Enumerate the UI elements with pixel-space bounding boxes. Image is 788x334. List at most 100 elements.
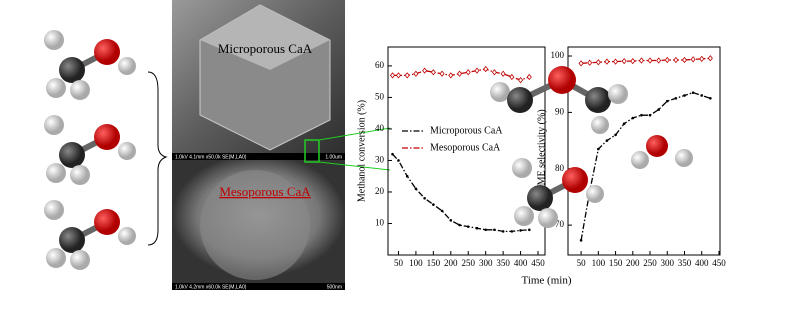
marker <box>621 57 627 65</box>
y-axis-label: DME selectivity (%) <box>536 109 547 192</box>
marker <box>579 239 583 242</box>
y-tick-label: 10 <box>375 218 385 228</box>
sem-scale: 1.00um <box>325 154 342 160</box>
marker <box>404 72 410 79</box>
marker <box>458 223 461 227</box>
marker <box>457 70 463 77</box>
y-axis-label: Methanol conversion (%) <box>356 100 367 202</box>
marker <box>709 96 712 100</box>
marker <box>430 69 436 76</box>
x-tick-label: 350 <box>678 258 692 268</box>
marker <box>707 55 713 62</box>
x-tick-label: 250 <box>643 258 657 268</box>
marker <box>528 228 531 232</box>
marker <box>483 65 489 73</box>
marker <box>500 70 506 77</box>
plot-frame <box>387 46 546 256</box>
marker <box>648 113 652 117</box>
sem-scale: 500nm <box>327 284 342 290</box>
marker <box>475 226 479 230</box>
marker <box>640 113 643 117</box>
marker <box>605 139 609 142</box>
marker <box>526 73 532 81</box>
marker <box>439 70 445 77</box>
marker <box>509 73 515 81</box>
marker <box>484 228 487 232</box>
marker <box>449 219 453 222</box>
y-tick-label: 20 <box>375 186 385 196</box>
marker <box>664 56 670 64</box>
x-tick-label: 50 <box>394 258 404 268</box>
x-tick-label: 450 <box>712 258 726 268</box>
marker <box>474 67 480 74</box>
x-tick-label: 150 <box>609 258 623 268</box>
x-tick-label: 100 <box>592 258 606 268</box>
x-tick-label: 400 <box>695 258 709 268</box>
marker <box>493 228 496 232</box>
y-tick-label: 50 <box>375 91 385 101</box>
marker <box>656 57 662 64</box>
marker <box>405 174 409 178</box>
marker <box>674 96 678 100</box>
marker <box>681 56 688 64</box>
marker <box>397 159 400 162</box>
marker <box>683 94 686 97</box>
x-tick-label: 50 <box>577 258 587 268</box>
marker <box>395 72 401 79</box>
x-tick-label: 150 <box>427 258 441 268</box>
marker <box>413 70 419 77</box>
sem-images: Microporous CaA Mesoporous CaA 1.0kV 4.1… <box>172 0 391 290</box>
y-tick-label: 70 <box>555 219 565 229</box>
marker <box>613 58 619 65</box>
marker <box>519 229 522 232</box>
sem-label: Microporous CaA <box>218 41 313 56</box>
marker <box>700 94 704 97</box>
sem-info: 1.0kV 4.2mm x60.0k SE(M,LA0) <box>175 284 247 290</box>
marker <box>491 69 497 76</box>
marker <box>390 72 396 79</box>
marker <box>604 58 610 65</box>
y-tick-label: 60 <box>375 60 385 70</box>
sem-info: 1.0kV 4.1mm x50.0k SE(M,LA0) <box>175 154 247 160</box>
overlay-molecules <box>490 66 693 228</box>
marker <box>647 57 653 64</box>
legend-label: Mesoporous CaA <box>430 142 501 153</box>
x-tick-label: 250 <box>461 258 475 268</box>
sem-label: Mesoporous CaA <box>219 184 311 199</box>
x-tick-label: 400 <box>514 258 528 268</box>
molecules <box>44 30 168 270</box>
marker <box>432 203 435 206</box>
marker <box>587 59 593 66</box>
marker <box>422 67 428 74</box>
x-tick-label: 300 <box>479 258 493 268</box>
plot-frame <box>567 46 721 256</box>
series-line <box>392 68 530 81</box>
marker <box>622 122 626 125</box>
legend-label: Microporous CaA <box>430 125 503 136</box>
marker <box>597 147 600 151</box>
marker <box>665 99 669 103</box>
x-tick-label: 100 <box>409 258 423 268</box>
marker <box>595 59 601 66</box>
marker <box>690 56 696 63</box>
marker <box>465 69 471 76</box>
marker <box>699 55 705 62</box>
series-line <box>581 57 711 64</box>
y-tick-label: 30 <box>375 155 385 165</box>
marker <box>657 108 660 111</box>
marker <box>391 152 394 156</box>
marker <box>578 60 584 67</box>
marker <box>673 56 679 64</box>
y-tick-label: 80 <box>555 163 565 173</box>
marker <box>440 209 444 213</box>
x-tick-label: 300 <box>661 258 675 268</box>
x-tick-label: 350 <box>496 258 510 268</box>
marker <box>614 133 617 137</box>
x-tick-label: 200 <box>626 258 640 268</box>
marker <box>630 57 636 65</box>
marker <box>501 230 505 233</box>
marker <box>631 116 635 120</box>
y-tick-label: 40 <box>375 123 385 133</box>
